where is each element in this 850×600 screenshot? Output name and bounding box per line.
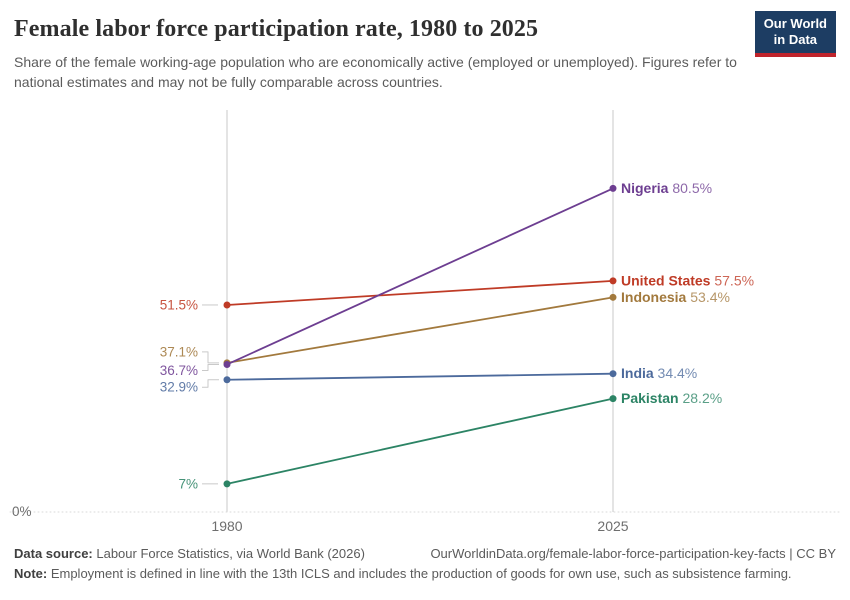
series-line-indonesia[interactable]	[226, 296, 614, 364]
series-line-united-states[interactable]	[226, 279, 614, 306]
owid-logo[interactable]: Our World in Data	[754, 11, 836, 57]
series-dot-end-nigeria[interactable]	[609, 184, 617, 192]
label-connector-india	[202, 379, 219, 388]
start-value-label-united-states: 51.5%	[160, 297, 198, 312]
data-source-label: Data source:	[14, 546, 93, 561]
series-dot-end-united-states[interactable]	[609, 277, 617, 285]
label-connector-indonesia	[202, 351, 219, 364]
chart-header: Female labor force participation rate, 1…	[14, 11, 836, 93]
start-value-label-pakistan: 7%	[178, 476, 198, 491]
start-value-label-indonesia: 37.1%	[160, 344, 198, 359]
series-line-pakistan[interactable]	[226, 397, 614, 485]
series-label-indonesia[interactable]: Indonesia 53.4%	[621, 289, 730, 305]
series-label-india[interactable]: India 34.4%	[621, 365, 697, 381]
note-line: Note: Employment is defined in line with…	[14, 566, 792, 581]
note-label: Note:	[14, 566, 48, 581]
series-line-india[interactable]	[226, 372, 614, 381]
series-dot-start-united-states[interactable]	[223, 301, 231, 309]
owid-logo-line1: Our World	[763, 16, 827, 31]
series-label-nigeria[interactable]: Nigeria 80.5%	[621, 180, 712, 196]
label-connector-nigeria	[202, 363, 219, 371]
chart-subtitle: Share of the female working-age populati…	[14, 54, 737, 91]
series-dot-start-india[interactable]	[223, 376, 231, 384]
canonical-url[interactable]: OurWorldinData.org/female-labor-force-pa…	[430, 546, 836, 561]
owid-logo-line2: in Data	[773, 32, 818, 48]
start-value-label-india: 32.9%	[160, 380, 198, 395]
series-label-pakistan[interactable]: Pakistan 28.2%	[621, 390, 722, 406]
note-text: Employment is defined in line with the 1…	[47, 566, 792, 581]
data-source-line: Data source: Labour Force Statistics, vi…	[14, 546, 365, 561]
series-label-united-states[interactable]: United States 57.5%	[621, 272, 754, 288]
chart-footer: Data source: Labour Force Statistics, vi…	[14, 546, 836, 581]
series-dot-end-pakistan[interactable]	[609, 395, 617, 403]
x-tick-1980: 1980	[211, 518, 242, 534]
page-title: Female labor force participation rate, 1…	[14, 16, 539, 42]
series-dot-end-india[interactable]	[609, 370, 617, 378]
start-value-label-nigeria: 36.7%	[160, 363, 198, 378]
series-dot-start-nigeria[interactable]	[223, 360, 231, 368]
series-line-nigeria[interactable]	[226, 187, 614, 366]
x-tick-2025: 2025	[597, 518, 628, 534]
series-dot-end-indonesia[interactable]	[609, 293, 617, 301]
data-source-text: Labour Force Statistics, via World Bank …	[92, 546, 365, 561]
y-baseline-label: 0%	[12, 504, 32, 519]
series-dot-start-pakistan[interactable]	[223, 480, 231, 488]
